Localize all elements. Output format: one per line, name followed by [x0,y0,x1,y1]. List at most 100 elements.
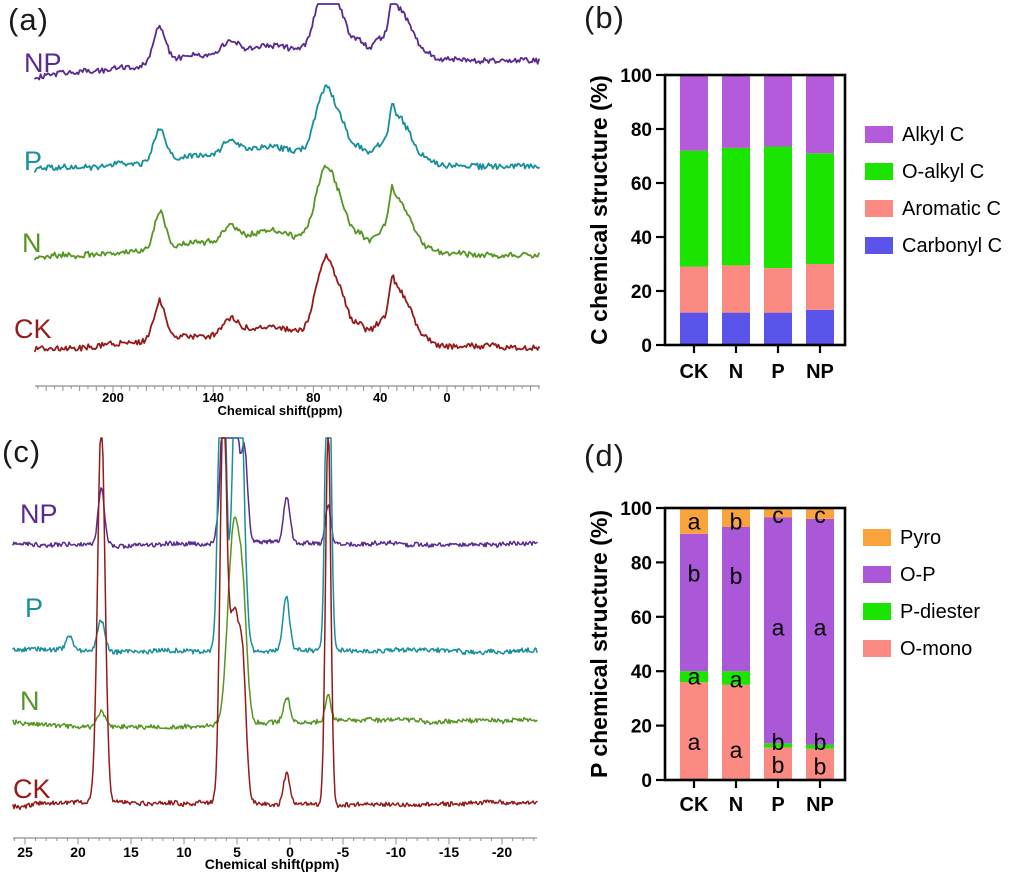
b-y-axis-title: C chemical structure (%) [590,75,612,345]
d-significance-letter: c [772,502,784,528]
d-plot-frame [663,506,847,782]
c-x-tick-label: -20 [492,844,512,860]
d-legend-swatch-O-P [863,566,891,583]
d-y-tick-label: 0 [641,771,652,792]
c-x-axis-title: Chemical shift(ppm) [205,856,340,872]
d-significance-letter: b [814,729,827,755]
a-trace-label-CK: CK [14,314,52,344]
panel-b: (b) 020406080100CKNPNPC chemical structu… [584,0,1021,420]
d-significance-letter: b [730,509,743,535]
d-bar-segment-CK-P-diester [680,671,708,683]
b-legend-swatch-O-alkyl C [865,163,893,180]
d-category-label-CK: CK [680,794,709,816]
d-y-axis-title: P chemical structure (%) [590,510,612,778]
c-trace-NP [12,437,538,550]
d-significance-letter: a [730,666,743,692]
d-significance-letter: a [688,664,701,690]
c-x-tick-label: 0 [286,844,294,860]
d-y-tick-label: 80 [631,553,652,574]
b-bar-segment-CK-Carbonyl C [680,312,708,345]
c-x-tick-label: -10 [386,844,406,860]
c-trace-label-P: P [25,593,43,623]
panel-a-plot: 200 140 80 40 0 Chemical shift(ppm) NP P N CK [14,3,540,418]
d-significance-letter: a [814,615,827,641]
c-x-tick-label: 5 [233,844,241,860]
c-trace-P [12,437,538,656]
d-bar-segment-NP-O-mono [806,748,834,780]
panel-b-plot: 020406080100CKNPNPC chemical structure (… [590,66,1002,383]
d-y-tick-label: 100 [620,499,652,520]
c-trace-CK [12,437,538,811]
c-x-tick-label: 25 [17,844,33,860]
d-bar-segment-NP-O-P [806,518,834,745]
panel-c-plot: 25 20 15 10 5 0 -5 -10 -15 -20 Chemical shift(ppm)… [12,437,538,872]
d-bar-segment-NP-Pyro [806,508,834,519]
b-category-label-CK: CK [680,361,709,383]
d-bar-segment-N-P-diester [722,671,750,685]
b-y-tick-label: 40 [631,228,652,249]
d-bar-segment-N-Pyro [722,508,750,527]
panel-c: (c) 25 20 15 10 5 0 -5 -10 -15 -20 Chemical shift(… [0,420,590,873]
b-y-tick-label: 100 [620,66,652,87]
panel-d: (d) 020406080100CKNPNPabaabbaacabbcabbP … [584,420,1021,873]
d-bar-segment-NP-P-diester [806,744,834,749]
b-plot-frame [663,73,847,347]
panel-b-tag: (b) [584,0,625,35]
b-bar-segment-CK-Alkyl C [680,75,708,151]
b-bar-segment-P-Carbonyl C [764,312,792,345]
b-bar-segment-P-Alkyl C [764,75,792,147]
d-significance-letter: b [772,752,785,778]
b-legend-swatch-Alkyl C [865,126,893,143]
d-significance-letter: b [814,753,827,779]
d-bar-segment-CK-O-mono [680,682,708,780]
panel-c-tag: (c) [2,434,42,469]
panel-a-tag: (a) [8,2,49,37]
d-significance-letter: a [688,509,701,535]
b-y-tick-label: 20 [631,282,652,303]
a-trace-label-N: N [22,228,42,258]
c-x-tick-label: 20 [70,844,86,860]
b-bar-segment-NP-O-alkyl C [806,153,834,264]
c-x-tick-label: -5 [337,844,350,860]
c-x-tick-label: -15 [439,844,459,860]
d-bar-segment-P-O-P [764,517,792,744]
a-x-tick-label: 0 [443,390,450,405]
b-category-label-NP: NP [806,361,834,383]
d-legend-swatch-O-mono [863,640,891,657]
b-bar-segment-NP-Carbonyl C [806,309,834,345]
d-legend-label-O-mono: O-mono [900,638,972,660]
d-y-tick-label: 60 [631,608,652,629]
b-legend-label-Aromatic C: Aromatic C [902,198,1001,220]
panel-d-plot: 020406080100CKNPNPabaabbaacabbcabbP chem… [590,499,980,816]
b-bar-segment-CK-O-alkyl C [680,150,708,267]
b-bar-segment-N-Alkyl C [722,75,750,148]
c-trace-label-CK: CK [13,774,51,804]
d-legend-label-P-diester: P-diester [900,601,980,623]
b-category-label-N: N [729,361,743,383]
a-x-tick-label: 40 [373,390,387,405]
panel-d-tag: (d) [584,438,625,473]
d-category-label-NP: NP [806,794,834,816]
a-trace-CK [34,253,540,353]
d-bar-segment-N-O-mono [722,684,750,780]
d-category-label-P: P [771,794,784,816]
b-y-tick-label: 60 [631,174,652,195]
a-trace-P [34,84,540,173]
d-significance-letter: b [688,560,701,586]
b-legend-swatch-Aromatic C [865,200,893,217]
d-legend-swatch-Pyro [863,529,891,546]
d-category-label-N: N [729,794,743,816]
b-bar-segment-P-Aromatic C [764,268,792,313]
d-significance-letter: c [814,502,826,528]
a-x-tick-label: 140 [202,390,224,405]
d-significance-letter: b [730,563,743,589]
b-category-label-P: P [771,361,784,383]
d-legend-label-O-P: O-P [900,564,936,586]
b-bar-segment-N-Carbonyl C [722,312,750,345]
a-trace-label-P: P [24,146,42,176]
a-x-tick-label: 200 [102,390,124,405]
b-bar-segment-N-O-alkyl C [722,147,750,266]
b-legend-label-O-alkyl C: O-alkyl C [902,161,984,183]
b-bar-segment-P-O-alkyl C [764,146,792,268]
d-significance-letter: a [772,615,785,641]
